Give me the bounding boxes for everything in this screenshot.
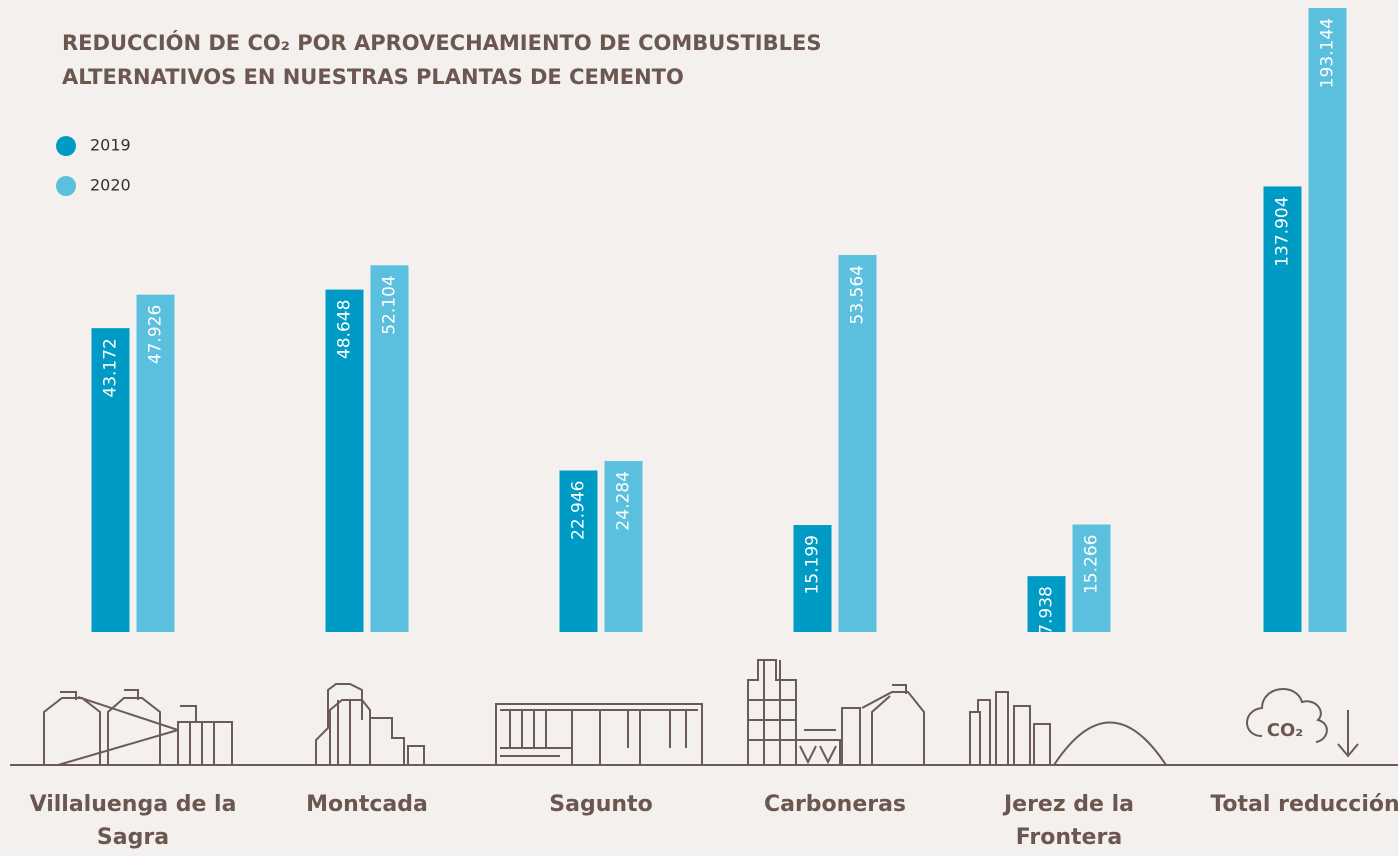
plant-icons — [10, 659, 1398, 766]
bar — [370, 265, 409, 632]
bar — [559, 470, 598, 632]
bar — [1072, 524, 1111, 632]
legend-swatch — [56, 176, 76, 196]
legend-label: 2020 — [90, 176, 131, 195]
bar — [136, 294, 175, 632]
chart-title: REDUCCIÓN DE CO₂ POR APROVECHAMIENTO DE … — [62, 31, 822, 89]
value-label: 22.946 — [569, 480, 589, 539]
value-label: 43.172 — [101, 338, 121, 397]
x-tick-label: Montcada — [306, 792, 428, 817]
bar — [793, 525, 832, 632]
x-tick-label: Villaluenga de la Sagra — [29, 792, 237, 850]
bar — [325, 289, 364, 632]
value-label: 15.266 — [1082, 535, 1102, 594]
icon-label: CO₂ — [1267, 720, 1303, 741]
x-tick-label: Sagunto — [549, 792, 653, 817]
bar — [1308, 8, 1347, 632]
x-tick-label: Total reducción — [1210, 792, 1398, 817]
value-label: 53.564 — [848, 265, 868, 324]
value-label: 48.648 — [335, 300, 355, 359]
value-label: 193.144 — [1318, 18, 1338, 88]
value-label: 137.904 — [1273, 196, 1293, 266]
x-tick-label: Jerez de la Frontera — [1003, 792, 1135, 850]
bar — [838, 255, 877, 632]
value-label: 24.284 — [614, 471, 634, 530]
value-label: 47.926 — [146, 305, 166, 364]
x-tick-label: Carboneras — [763, 792, 907, 817]
legend-swatch — [56, 136, 76, 156]
bar — [1263, 186, 1302, 633]
value-label: 52.104 — [380, 275, 400, 334]
bar — [604, 461, 643, 632]
value-label: 15.199 — [803, 535, 823, 594]
value-label: 7.938 — [1037, 586, 1057, 635]
legend-label: 2019 — [90, 136, 131, 155]
bar — [91, 328, 130, 632]
bar — [1027, 576, 1066, 632]
